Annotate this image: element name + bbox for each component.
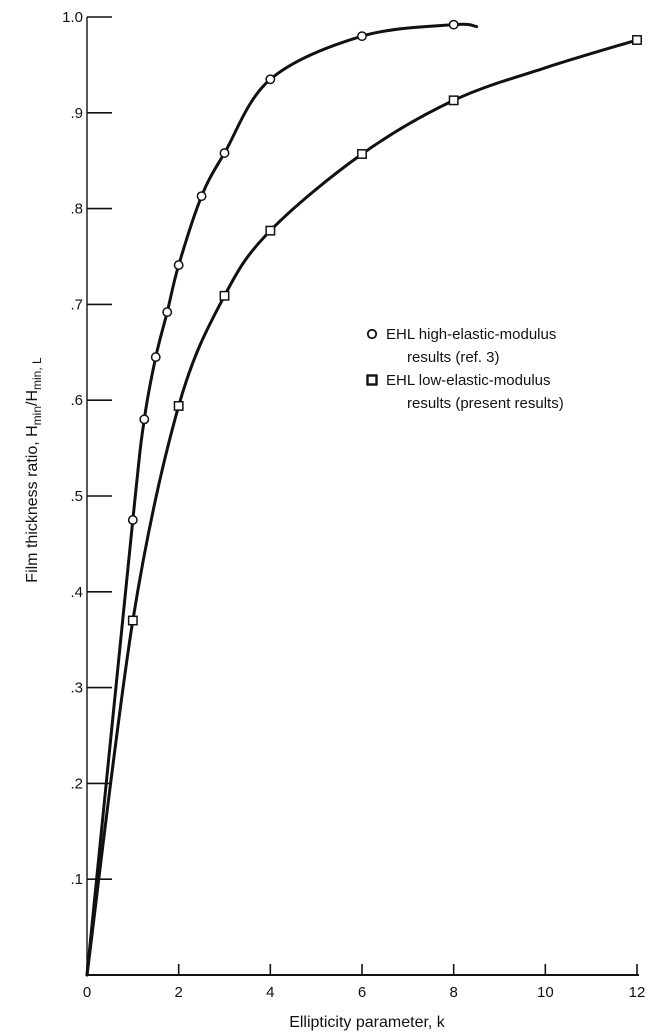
y-tick-label: .6 <box>70 392 83 409</box>
data-point-circle <box>173 260 184 271</box>
x-tick-label: 12 <box>629 984 646 1001</box>
data-point-square <box>357 149 367 159</box>
series-2-curve <box>85 38 639 977</box>
y-tick-label: 1.0 <box>62 9 83 26</box>
y-tick-label: .8 <box>70 201 83 218</box>
y-axis-title-sub2: min, L <box>30 357 44 390</box>
y-axis-title: Film thickness ratio, Hmin/Hmin, L <box>24 357 44 583</box>
x-tick-label: 8 <box>449 984 457 1001</box>
data-point-square <box>632 35 642 45</box>
legend: EHL high-elastic-modulus results (ref. 3… <box>366 326 564 412</box>
markers <box>127 19 642 626</box>
data-point-circle <box>150 352 161 363</box>
x-tick-label: 4 <box>266 984 274 1001</box>
data-point-square <box>448 95 459 106</box>
series-1-curve <box>85 22 479 977</box>
data-point-square <box>127 615 138 626</box>
y-tick-label: .9 <box>70 105 83 122</box>
x-tick-label: 0 <box>83 984 91 1001</box>
legend-square-marker <box>366 374 378 386</box>
y-tick-label: .3 <box>70 680 83 697</box>
y-tick-label: .1 <box>70 871 83 888</box>
legend-circle-marker <box>366 328 378 340</box>
data-point-circle <box>265 74 276 85</box>
data-point-circle <box>448 19 459 30</box>
y-tick-label: .7 <box>70 296 83 313</box>
legend-item-2-line2: results (present results) <box>407 395 564 412</box>
data-point-square <box>219 290 230 301</box>
data-point-circle <box>196 191 207 202</box>
data-point-circle <box>219 148 230 158</box>
data-point-square <box>265 225 276 236</box>
x-axis-title: Ellipticity parameter, k <box>289 1014 446 1031</box>
data-point-circle <box>139 414 150 425</box>
y-tick-label: .4 <box>70 584 83 601</box>
curves <box>85 22 639 977</box>
x-tick-label: 6 <box>358 984 366 1001</box>
y-axis-title-sub1: min <box>30 406 44 425</box>
y-axis-title-main: Film thickness ratio, H <box>24 425 41 582</box>
data-point-circle <box>162 307 173 318</box>
legend-item-1-line2: results (ref. 3) <box>407 349 500 366</box>
x-tick-label: 2 <box>174 984 182 1001</box>
y-axis-title-mid: /H <box>24 390 41 406</box>
data-point-square <box>173 400 184 411</box>
legend-item-2-line1: EHL low-elastic-modulus <box>386 372 551 389</box>
data-point-circle <box>357 31 367 42</box>
data-point-circle <box>127 515 138 525</box>
x-tick-label: 10 <box>537 984 554 1001</box>
y-tick-label: .5 <box>70 488 83 505</box>
legend-item-1-line1: EHL high-elastic-modulus <box>386 326 556 343</box>
axes: 0 2 4 6 8 10 12 .1 .2 .3 .4 .5 .6 .7 .8 .9 1.0 <box>62 9 645 1001</box>
y-tick-label: .2 <box>70 775 83 792</box>
